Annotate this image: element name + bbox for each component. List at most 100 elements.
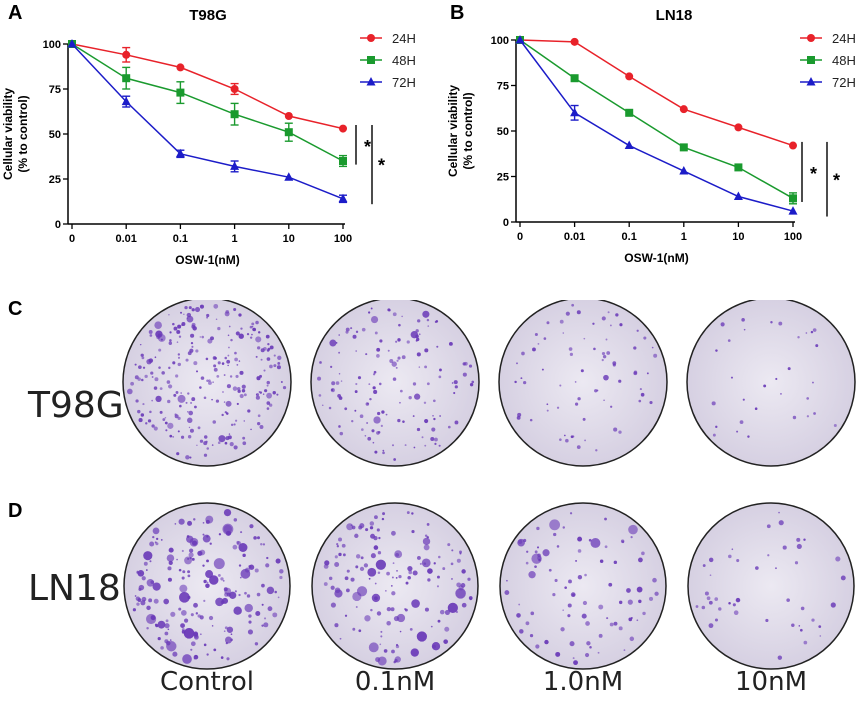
colony xyxy=(234,351,237,355)
colony xyxy=(453,391,456,395)
colony xyxy=(641,551,645,556)
colony xyxy=(708,600,713,605)
colony xyxy=(372,441,375,444)
colony xyxy=(202,534,211,543)
colony xyxy=(250,428,252,431)
colony xyxy=(796,543,802,549)
colony xyxy=(191,540,198,546)
colony xyxy=(427,568,433,574)
colony-wells xyxy=(122,300,856,670)
well-plate xyxy=(310,300,480,467)
colony xyxy=(177,430,180,433)
colony xyxy=(424,534,428,537)
colony xyxy=(584,439,586,442)
colony xyxy=(775,567,777,570)
colony xyxy=(224,441,228,445)
colony xyxy=(228,346,230,349)
colony xyxy=(178,607,182,611)
colony xyxy=(191,308,195,312)
colony xyxy=(184,618,189,623)
colony xyxy=(412,570,418,576)
colony xyxy=(365,402,370,406)
colony xyxy=(380,635,383,638)
colony xyxy=(249,524,254,529)
colony xyxy=(164,631,169,636)
colony xyxy=(570,592,576,598)
colony xyxy=(574,402,579,406)
x-axis-label: OSW-1(nM) xyxy=(624,251,688,265)
colony xyxy=(265,563,270,568)
colony xyxy=(277,596,280,599)
colony xyxy=(205,357,209,361)
colony xyxy=(382,451,385,455)
colony xyxy=(148,598,153,603)
colony xyxy=(577,549,582,553)
colony xyxy=(230,638,233,642)
colony xyxy=(205,583,210,589)
colony xyxy=(237,389,241,393)
data-point-24H xyxy=(679,105,688,114)
colony xyxy=(215,399,220,403)
colony xyxy=(564,434,566,437)
colony xyxy=(604,545,608,549)
colony xyxy=(546,409,549,412)
colony xyxy=(179,584,188,593)
colony xyxy=(140,413,145,417)
colony xyxy=(812,328,817,332)
colony xyxy=(339,637,342,640)
colony xyxy=(383,649,388,653)
colony xyxy=(374,331,378,335)
colony xyxy=(797,335,800,339)
colony xyxy=(136,571,139,574)
x-tick-label: 0.01 xyxy=(564,231,585,243)
colony xyxy=(328,576,333,581)
colony xyxy=(177,394,186,403)
colony xyxy=(565,438,569,443)
colony xyxy=(169,331,172,334)
colony xyxy=(800,606,805,611)
colony xyxy=(395,644,400,649)
colony xyxy=(447,543,451,547)
colony xyxy=(390,584,393,587)
colony xyxy=(151,424,155,428)
x-tick-label: 0 xyxy=(517,231,523,243)
colony xyxy=(732,603,736,607)
colony xyxy=(247,409,251,413)
colony xyxy=(576,310,581,315)
data-point-48H xyxy=(570,74,579,83)
colony xyxy=(516,613,521,618)
colony xyxy=(364,615,371,622)
colony xyxy=(778,321,783,326)
colony xyxy=(654,591,659,596)
colony xyxy=(597,651,600,654)
colony xyxy=(266,380,270,385)
colony xyxy=(168,341,173,345)
data-point-72H xyxy=(230,161,240,170)
colony xyxy=(799,628,803,632)
colony xyxy=(232,544,238,550)
colony xyxy=(374,450,378,454)
colony xyxy=(191,322,196,327)
colony xyxy=(519,629,524,634)
colony xyxy=(530,611,535,616)
colony xyxy=(178,518,185,525)
colony xyxy=(175,391,179,394)
colony xyxy=(177,356,181,359)
colony xyxy=(334,562,340,567)
colony xyxy=(462,372,467,377)
colony xyxy=(536,546,540,549)
colony xyxy=(576,445,581,450)
colony xyxy=(161,371,165,375)
colony xyxy=(255,355,258,358)
colony xyxy=(358,629,362,633)
colony xyxy=(812,381,814,384)
colony xyxy=(376,528,380,532)
colony xyxy=(556,545,560,548)
colony xyxy=(173,393,177,397)
colony xyxy=(763,384,767,388)
colony xyxy=(806,397,810,400)
colony xyxy=(351,525,356,530)
colony xyxy=(155,395,162,403)
colony xyxy=(368,577,371,580)
colony xyxy=(135,596,141,601)
